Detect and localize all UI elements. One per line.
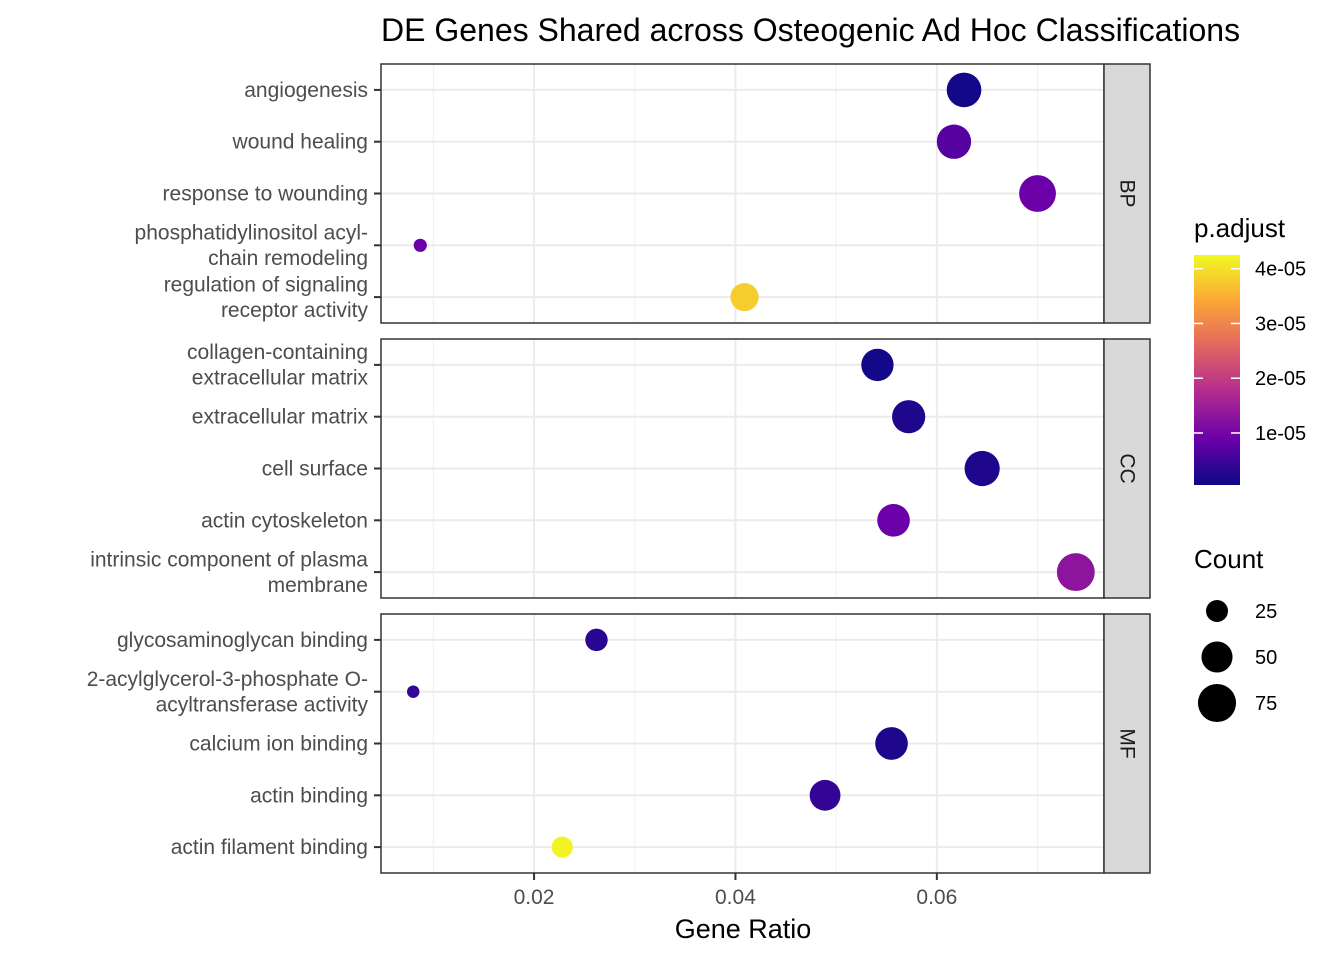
facet-strip-label: MF [1116,728,1139,758]
facet-strip-label: CC [1116,453,1139,483]
colorbar-tick-label: 2e-05 [1255,368,1306,390]
facet-panel-mf: glycosaminoglycan binding 2-acylglycerol-… [87,613,1151,874]
facet-panels: angiogenesis wound healing response to wou… [87,63,1151,874]
data-point [730,283,759,312]
colorbar-tick-label: 1e-05 [1255,423,1306,445]
term-label: glycosaminoglycan binding [117,629,368,652]
term-label: actin cytoskeleton [201,509,368,532]
data-point [585,628,608,652]
x-axis: 0.02 0.04 0.06 [514,873,957,909]
facet-strip-label: BP [1116,179,1139,207]
term-label: calcium ion binding [189,733,368,756]
p-adjust-legend-title: p.adjust [1194,213,1286,243]
data-point [413,238,427,252]
colorbar-tick-label: 3e-05 [1255,313,1306,335]
colorbar-tick-label: 4e-05 [1255,259,1306,281]
data-point [407,685,420,698]
term-label: extracellular matrix [192,406,369,429]
p-adjust-legend: p.adjust 4e-05 3e-05 2e-05 1e-05 [1194,213,1306,485]
term-label: collagen-containing extracellular matrix [187,341,368,390]
data-point [875,727,908,760]
data-point [551,836,573,858]
data-point [892,400,926,434]
count-legend-key [1206,600,1228,622]
count-legend-label: 25 [1255,601,1277,623]
count-legend-key [1201,641,1233,673]
facet-strip [1103,63,1151,324]
data-point [964,450,1000,487]
term-label: actin filament binding [171,836,368,859]
x-tick-label: 0.02 [514,886,555,909]
count-legend: Count 25 50 75 [1194,544,1277,723]
x-tick-label: 0.04 [715,886,756,909]
facet-panel-bp: angiogenesis wound healing response to wou… [135,63,1151,324]
term-label: angiogenesis [244,79,368,102]
x-tick-label: 0.06 [916,886,957,909]
data-point [946,72,982,108]
count-legend-label: 50 [1255,647,1277,669]
term-label: regulation of signaling receptor activity [164,273,369,322]
facet-strip [1103,613,1151,874]
term-label: actin binding [250,784,368,807]
count-legend-title: Count [1194,544,1264,574]
data-point [809,779,841,811]
chart-title: DE Genes Shared across Osteogenic Ad Hoc… [381,12,1240,48]
facet-strip [1103,338,1151,599]
facet-panel-cc: collagen-containing extracellular matrix e… [90,338,1151,599]
count-legend-label: 75 [1255,693,1277,715]
data-point [936,124,972,159]
data-point [861,348,894,382]
term-label: wound healing [232,131,368,154]
data-point [1056,553,1095,592]
term-label: response to wounding [163,183,368,206]
count-legend-key [1197,683,1237,723]
data-point [1019,175,1056,212]
term-label: phosphatidylinositol acyl-chain remodeli… [135,222,368,270]
data-point [877,503,910,537]
x-axis-title: Gene Ratio [675,914,812,944]
p-adjust-colorbar [1194,255,1240,485]
term-label: 2-acylglycerol-3-phosphate O-acyltransfe… [87,668,369,717]
term-label: intrinsic component of plasma membrane [90,548,368,597]
term-label: cell surface [262,458,368,481]
